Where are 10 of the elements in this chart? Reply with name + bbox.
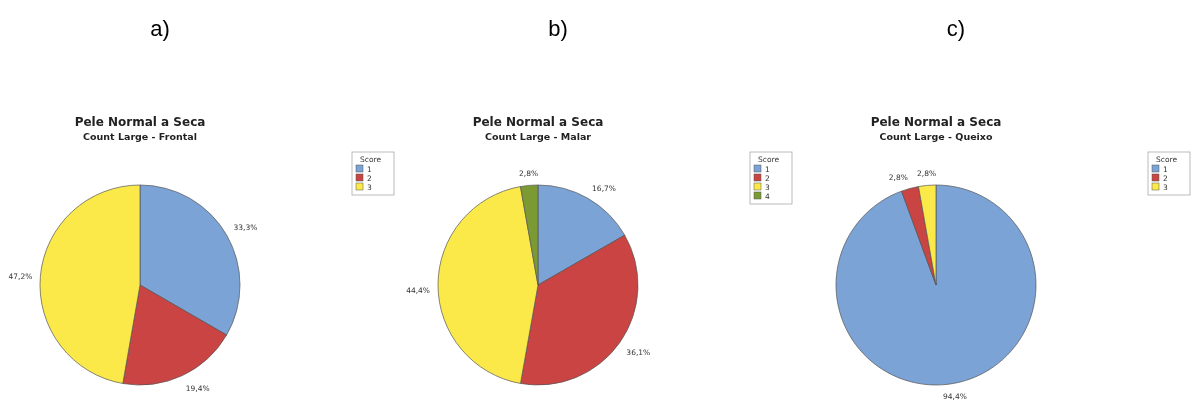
chart-subtitle: Count Large - Malar bbox=[484, 131, 592, 142]
text: b) bbox=[548, 16, 568, 41]
chart-subtitle: Count Large - Frontal bbox=[83, 131, 197, 142]
text: c) bbox=[946, 16, 966, 41]
text: a) bbox=[150, 16, 170, 41]
chart-title: Pele Normal a Seca bbox=[74, 115, 206, 129]
chart-title: Pele Normal a Seca bbox=[870, 115, 1002, 129]
pie-slice bbox=[835, 184, 1037, 386]
chart-title: Pele Normal a Seca bbox=[472, 115, 604, 129]
chart-subtitle: Count Large - Queixo bbox=[879, 131, 993, 142]
